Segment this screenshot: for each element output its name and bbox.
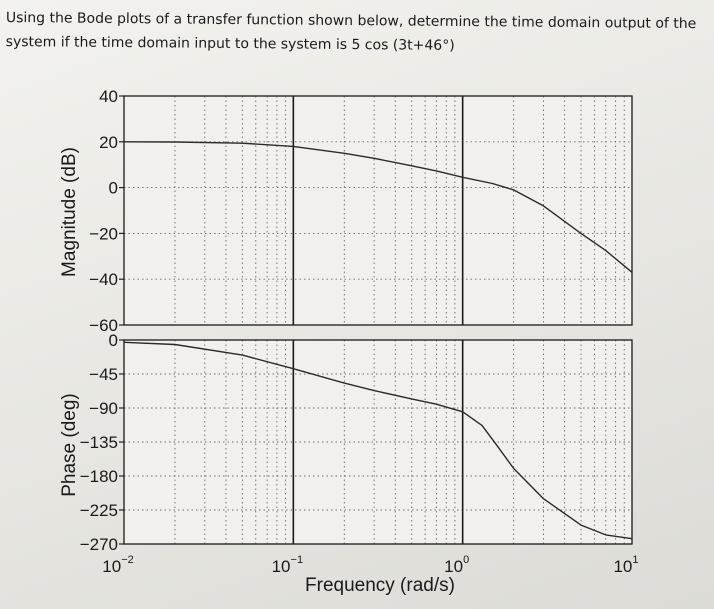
- x-tick-label: 101: [613, 554, 638, 576]
- y-tick-label: 40: [99, 87, 118, 106]
- plot-area: [124, 96, 632, 325]
- y-tick-label: −45: [89, 365, 118, 384]
- y-tick-label: −225: [80, 501, 118, 520]
- y-tick-label: −90: [89, 399, 118, 418]
- y-tick-label: −20: [89, 224, 118, 243]
- y-tick-label: −270: [80, 535, 118, 554]
- y-tick-label: 20: [99, 133, 118, 152]
- x-tick-label: 100: [444, 554, 469, 576]
- y-tick-label: 0: [109, 179, 118, 198]
- plot-area: [124, 340, 632, 544]
- y-tick-label: 0: [109, 331, 118, 350]
- frequency-tick-labels: 10−2 10−1 100 101: [102, 554, 638, 576]
- magnitude-curve: [123, 141, 633, 273]
- y-tick-label: −180: [80, 467, 118, 486]
- y-tick-label: −135: [80, 433, 118, 452]
- plot-frame: [123, 95, 633, 326]
- y-tick-label: −60: [89, 316, 118, 335]
- phase-curve: [123, 341, 633, 540]
- y-tick-label: −40: [89, 270, 118, 289]
- phase-plot: 0 −45 −90 −135 −180 −225 −270: [80, 331, 633, 554]
- x-tick-label: 10−2: [102, 554, 133, 576]
- magnitude-axis-title: Magnitude (dB): [59, 147, 80, 277]
- frequency-axis-title: Frequency (rad/s): [305, 575, 455, 596]
- phase-axis-title: Phase (deg): [59, 393, 80, 497]
- x-tick-label: 10−1: [272, 554, 303, 576]
- magnitude-plot: 40 20 0 −20 −40 −60: [89, 87, 633, 335]
- plot-frame: [123, 339, 633, 545]
